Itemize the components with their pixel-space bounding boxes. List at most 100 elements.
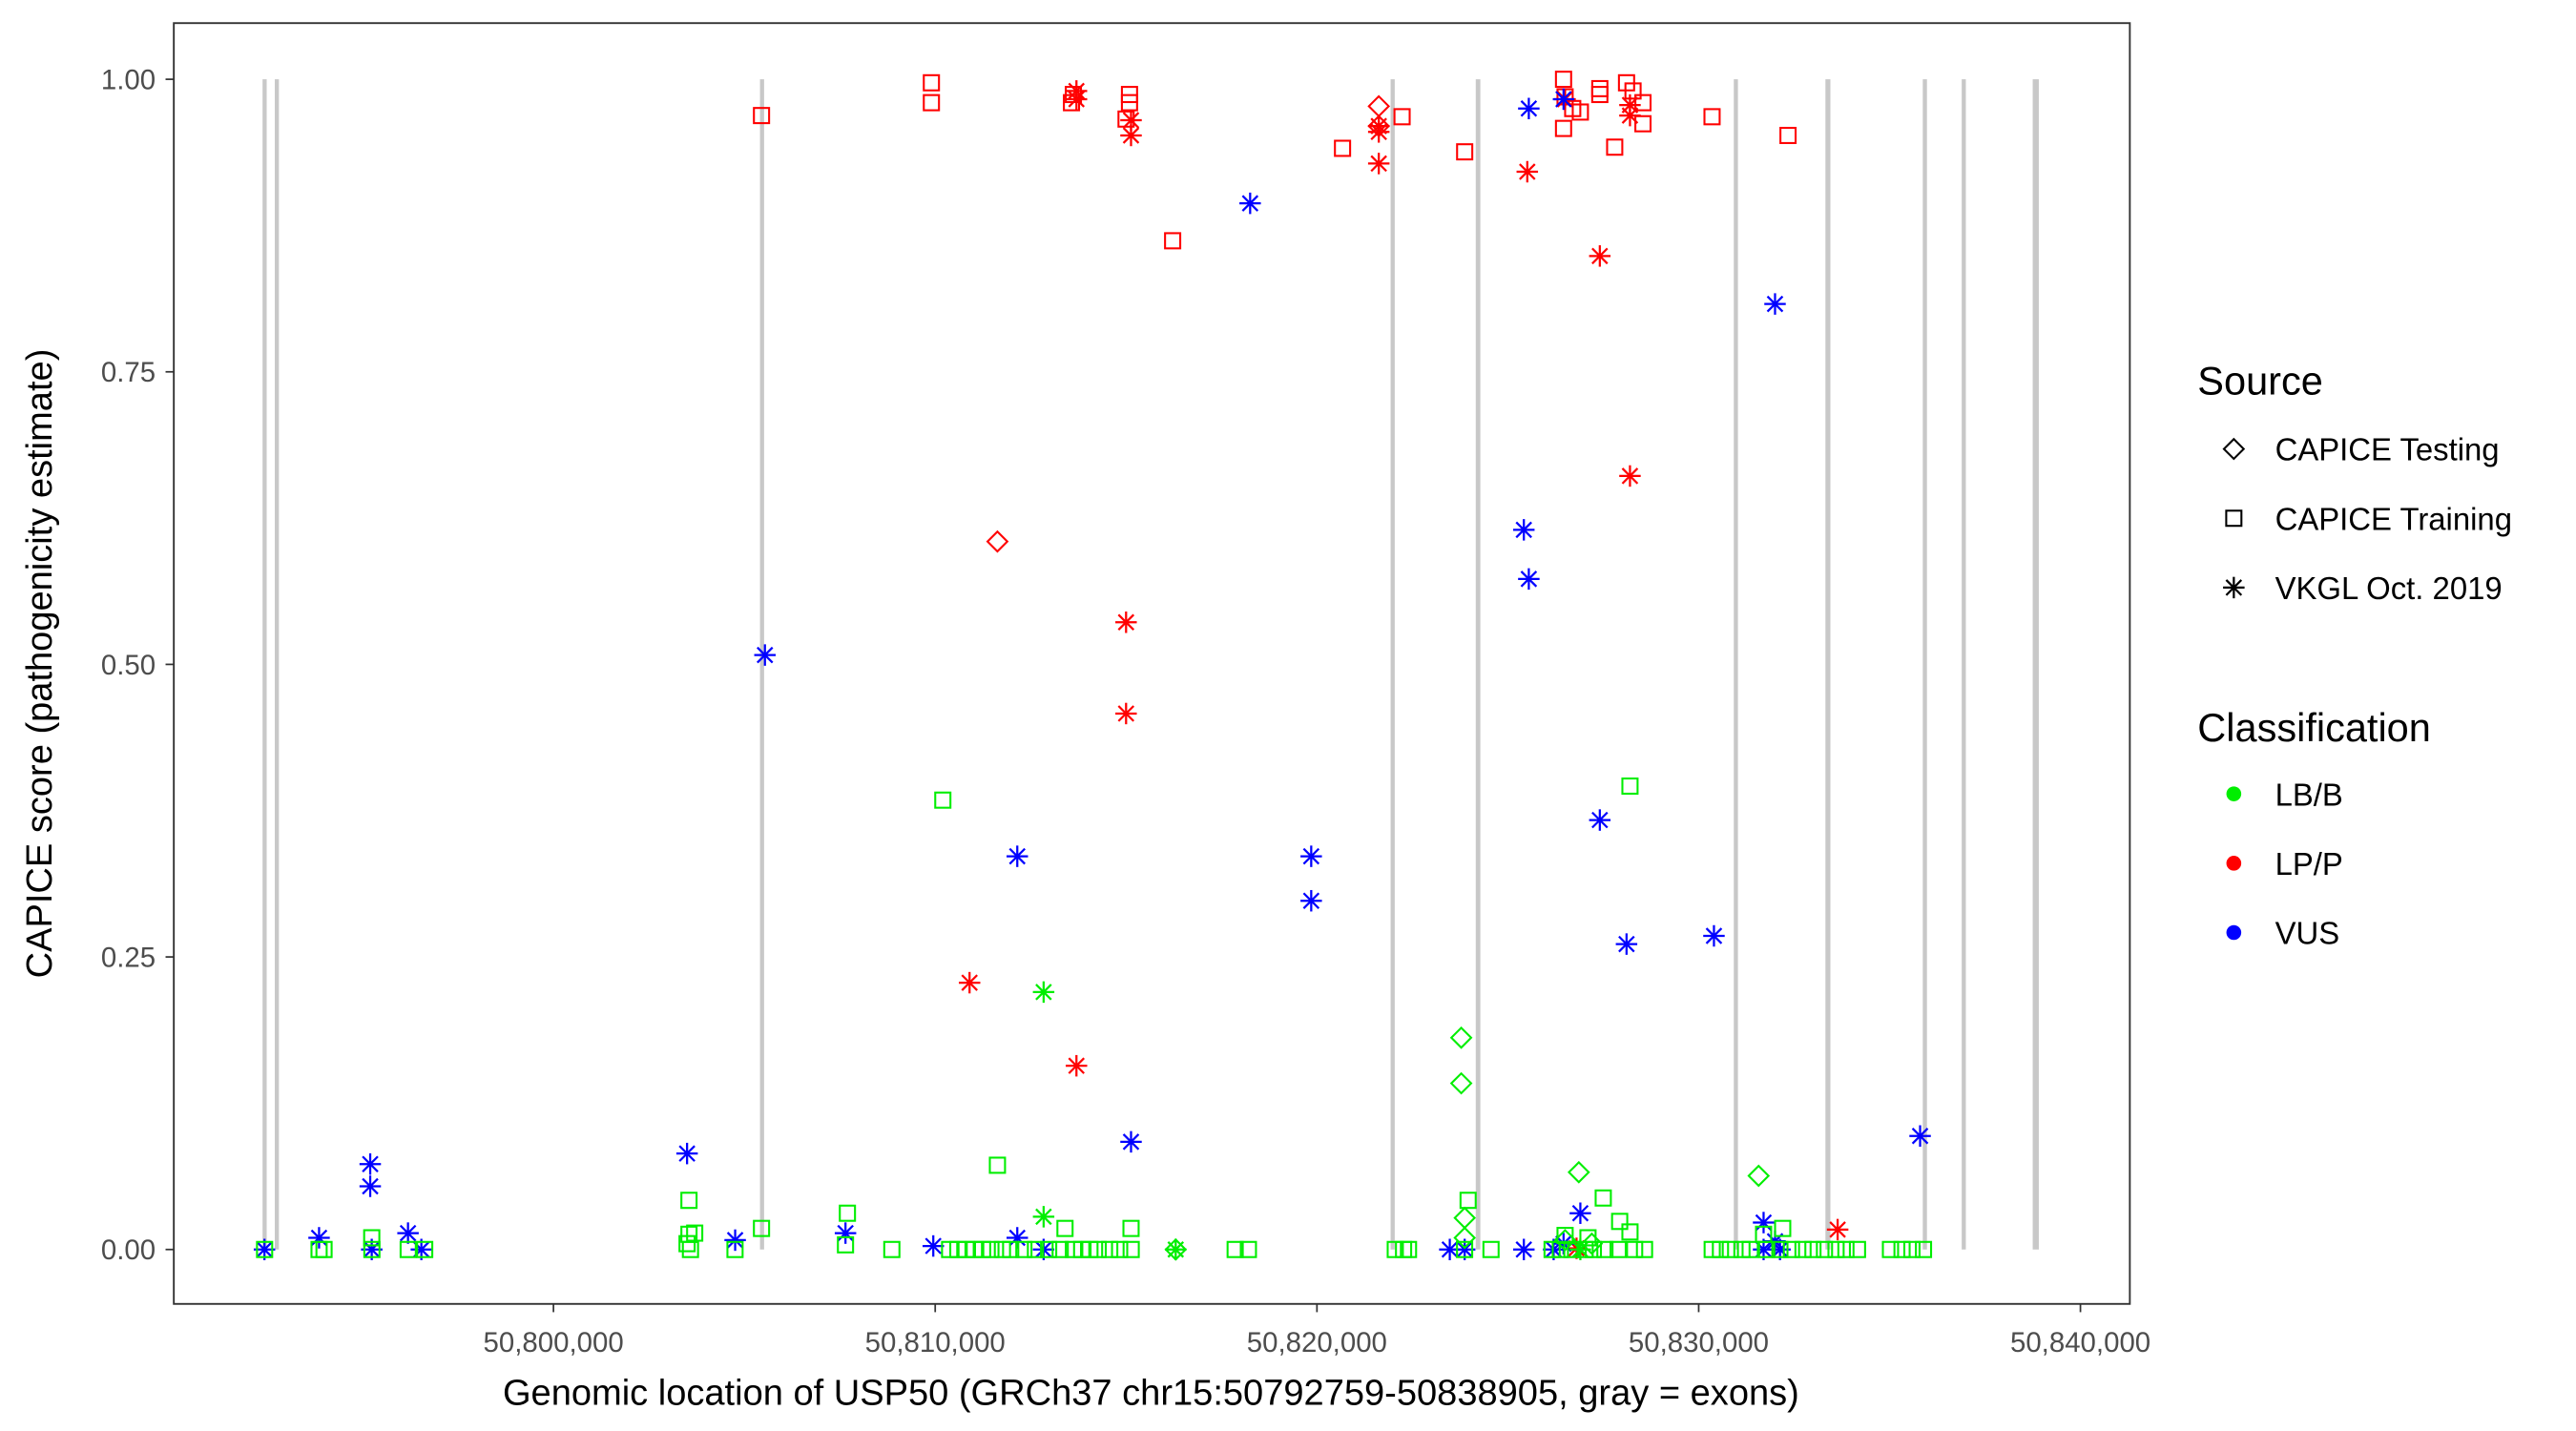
data-point: [1703, 924, 1725, 947]
data-point: [1554, 119, 1572, 137]
legend-item-source: CAPICE Testing: [2275, 432, 2500, 467]
y-tick-label: 1.00: [101, 64, 156, 95]
data-point: [1619, 465, 1641, 487]
data-point: [678, 1234, 696, 1253]
data-point: [1747, 1164, 1771, 1188]
data-point: [988, 1156, 1007, 1174]
data-point: [1002, 1240, 1020, 1258]
data-point: [1610, 1240, 1628, 1258]
data-point: [1101, 1240, 1119, 1258]
data-point: [1439, 1238, 1461, 1260]
data-point: [1239, 192, 1261, 215]
data-point: [1512, 519, 1535, 541]
data-point: [1459, 1192, 1477, 1210]
data-point: [1909, 1125, 1931, 1148]
data-point: [1902, 1240, 1921, 1258]
data-point: [922, 1234, 945, 1257]
legend-item-classification: VUS: [2275, 916, 2340, 951]
data-point: [1032, 1206, 1055, 1228]
diamond-legend-icon: [2222, 437, 2246, 461]
exon-band: [1475, 79, 1481, 1250]
data-point: [1456, 1240, 1474, 1258]
data-point: [1712, 1240, 1730, 1258]
exon-band: [1962, 79, 1966, 1250]
y-axis: 0.00 0.25 0.50 0.75 1.00: [101, 64, 175, 1266]
data-point: [837, 1235, 855, 1254]
data-point: [1589, 809, 1611, 831]
data-point: [1115, 612, 1137, 633]
data-point: [1569, 1202, 1591, 1224]
data-points: [253, 71, 1933, 1261]
data-point: [256, 1240, 274, 1258]
data-point: [1066, 88, 1088, 111]
data-point: [1837, 1240, 1855, 1258]
data-point: [680, 1192, 698, 1210]
data-point: [1915, 1240, 1933, 1258]
data-point: [1056, 1219, 1074, 1237]
data-point: [1826, 1218, 1849, 1241]
data-point: [1804, 1240, 1822, 1258]
data-point: [1051, 1240, 1070, 1258]
data-point: [1482, 1240, 1500, 1258]
data-point: [359, 1175, 382, 1197]
data-point: [1164, 232, 1182, 250]
data-point: [1120, 109, 1142, 132]
data-point: [1589, 245, 1611, 267]
data-point: [1300, 889, 1322, 912]
data-point: [1634, 93, 1652, 112]
data-point: [1164, 1237, 1188, 1261]
exon-band: [1825, 79, 1831, 1250]
x-axis: 50,800,000 50,810,000 50,820,000 50,830,000…: [484, 1303, 2150, 1358]
data-point: [1300, 845, 1322, 867]
y-tick-label: 0.25: [101, 942, 156, 973]
data-point: [1816, 1240, 1834, 1258]
data-point: [1848, 1240, 1866, 1258]
data-point: [1115, 702, 1137, 725]
data-point: [681, 1240, 699, 1258]
data-point: [1120, 1130, 1142, 1153]
data-point: [1449, 1071, 1473, 1095]
data-point: [1334, 139, 1352, 157]
data-point: [1635, 1240, 1653, 1258]
data-point: [397, 1222, 419, 1244]
data-point: [1120, 124, 1142, 147]
plot-panel-border: [173, 22, 2131, 1305]
data-point: [1567, 1160, 1590, 1184]
data-point: [1453, 1226, 1477, 1250]
data-point: [1563, 1240, 1581, 1258]
exon-band: [2032, 79, 2039, 1250]
data-point: [1512, 1238, 1535, 1260]
color-dot-legend-icon: [2226, 786, 2242, 801]
data-point: [1881, 1240, 1900, 1258]
data-point: [923, 93, 941, 112]
data-point: [315, 1240, 333, 1258]
data-point: [1552, 88, 1575, 111]
data-point: [1518, 568, 1540, 591]
data-point: [958, 971, 981, 994]
data-point: [1621, 1223, 1639, 1241]
data-point: [726, 1240, 744, 1258]
legend-item-source: VKGL Oct. 2019: [2275, 570, 2503, 606]
exon-band: [1390, 79, 1395, 1250]
y-axis-title: CAPICE score (pathogenicity estimate): [20, 349, 60, 979]
data-point: [1624, 82, 1642, 100]
data-point: [1771, 1240, 1789, 1258]
data-point: [1066, 1054, 1088, 1077]
data-point: [1120, 93, 1138, 112]
data-point: [1703, 108, 1721, 126]
data-point: [1122, 1219, 1140, 1237]
exon-band: [262, 79, 267, 1250]
data-point: [1367, 153, 1390, 175]
data-point: [1764, 293, 1786, 315]
data-point: [1090, 1240, 1108, 1258]
data-point: [1551, 1240, 1569, 1258]
asterisk-legend-icon: [2223, 576, 2245, 599]
data-point: [1554, 71, 1572, 89]
data-point: [1594, 1189, 1612, 1207]
exon-band: [1734, 79, 1738, 1250]
legend-source-title: Source: [2197, 358, 2323, 403]
color-dot-legend-icon: [2226, 856, 2242, 871]
data-point: [359, 1152, 382, 1175]
exon-band: [1922, 79, 1927, 1250]
data-point: [934, 791, 952, 809]
